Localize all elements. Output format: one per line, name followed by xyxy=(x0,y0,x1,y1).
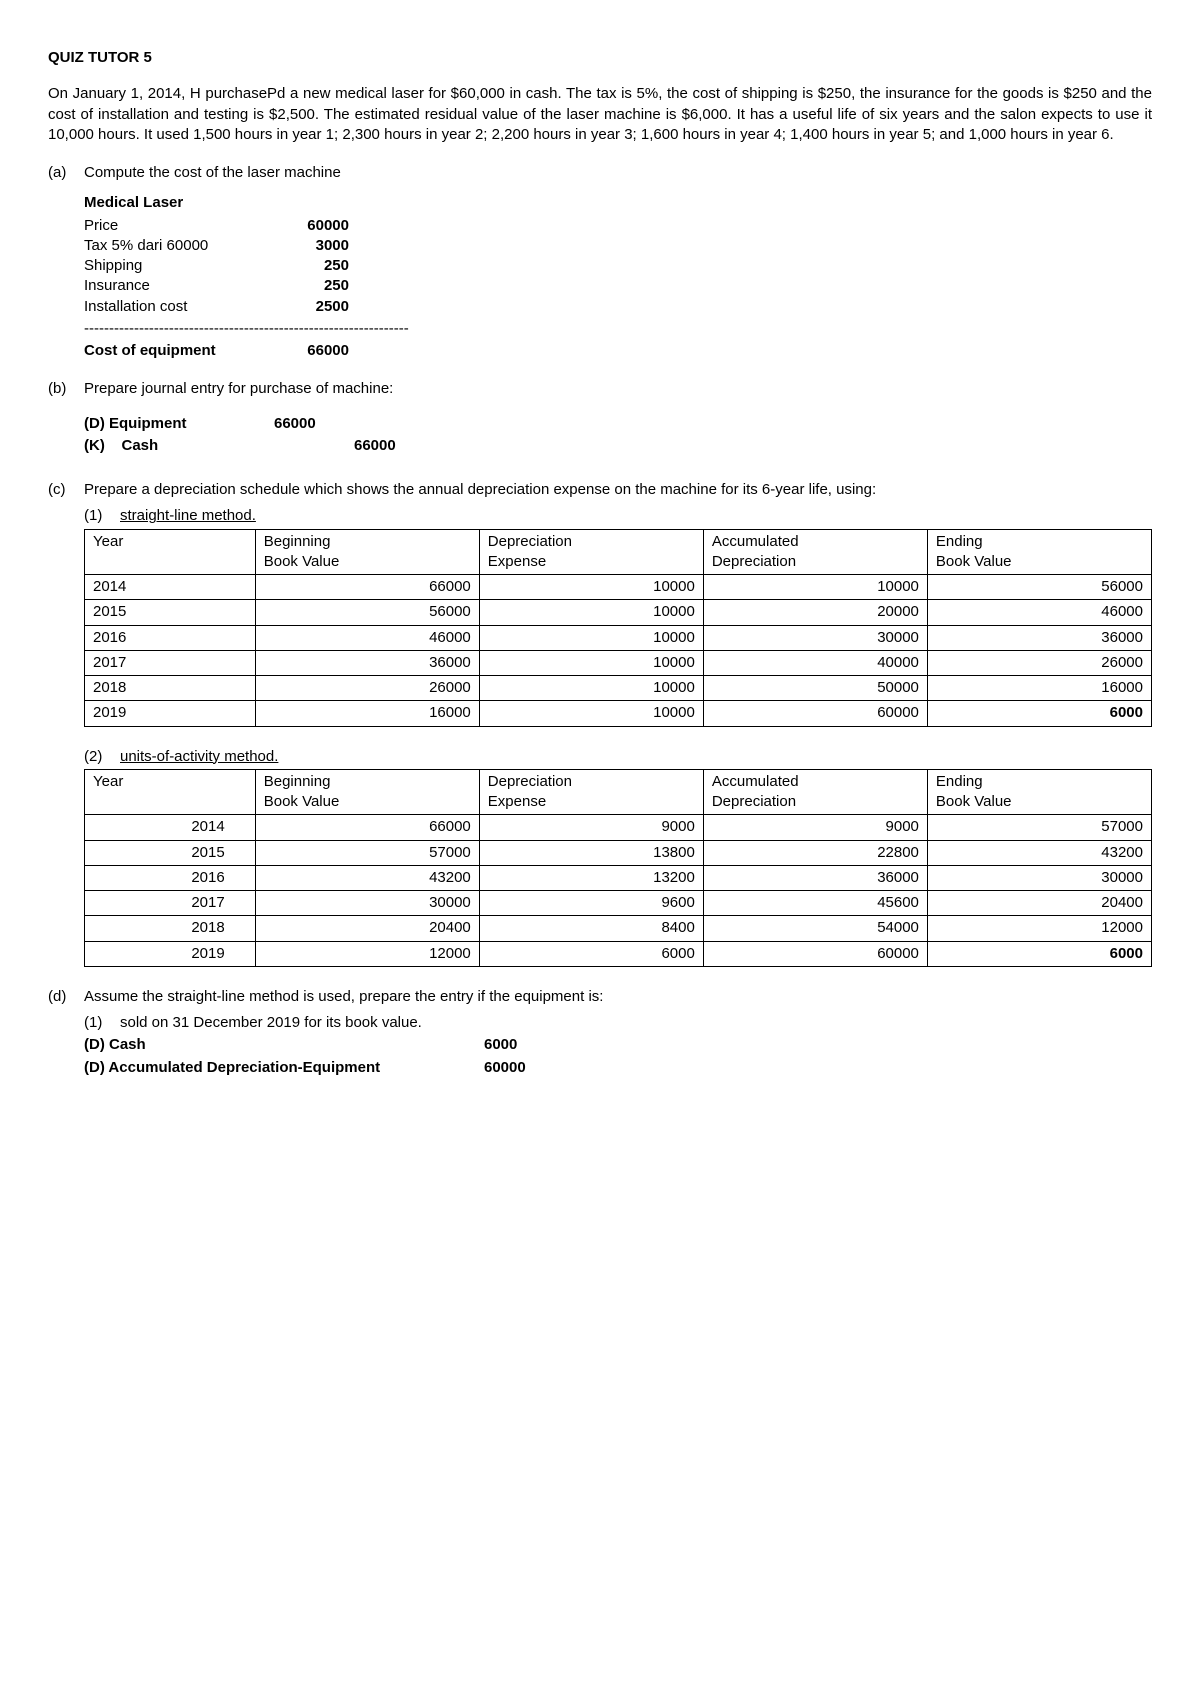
je-credit-amount: 66000 xyxy=(354,436,434,456)
cost-header: Medical Laser xyxy=(84,193,1152,213)
cost-total-label: Cost of equipment xyxy=(84,341,269,361)
journal-entry: (D) Equipment 66000 (K) Cash 66000 xyxy=(84,414,1152,457)
table-row: 201826000100005000016000 xyxy=(85,676,1152,701)
sale-row-value: 6000 xyxy=(484,1035,564,1055)
table-row: 2014660009000900057000 xyxy=(85,815,1152,840)
section-a: (a) Compute the cost of the laser machin… xyxy=(48,163,1152,183)
section-c-text: Prepare a depreciation schedule which sh… xyxy=(84,480,1152,500)
table-row: 201643200132003600030000 xyxy=(85,865,1152,890)
intro-paragraph: On January 1, 2014, H purchasePd a new m… xyxy=(48,84,1152,145)
section-c-label: (c) xyxy=(48,480,84,500)
je-credit-label: (K) Cash xyxy=(84,436,274,456)
je-debit-label: (D) Equipment xyxy=(84,414,274,434)
table-row: 201466000100001000056000 xyxy=(85,575,1152,600)
section-b-text: Prepare journal entry for purchase of ma… xyxy=(84,379,1152,399)
section-b-label: (b) xyxy=(48,379,84,399)
cost-block: Medical Laser Price60000 Tax 5% dari 600… xyxy=(84,193,1152,361)
cost-row-value: 60000 xyxy=(269,216,349,236)
cost-row-label: Installation cost xyxy=(84,297,269,317)
method1-num: (1) xyxy=(84,506,120,526)
method2-title: units-of-activity method. xyxy=(120,747,1152,767)
sale-row-label: (D) Cash xyxy=(84,1035,484,1055)
table-row: 20182040084005400012000 xyxy=(85,916,1152,941)
method1-title: straight-line method. xyxy=(120,506,1152,526)
section-a-label: (a) xyxy=(48,163,84,183)
depreciation-table-uoa: Year BeginningBook Value DepreciationExp… xyxy=(84,769,1152,967)
cost-row-label: Shipping xyxy=(84,256,269,276)
cost-separator: ----------------------------------------… xyxy=(84,319,1152,339)
sale-row-label: (D) Accumulated Depreciation-Equipment xyxy=(84,1058,484,1078)
table-row: 20173000096004560020400 xyxy=(85,891,1152,916)
section-b: (b) Prepare journal entry for purchase o… xyxy=(48,379,1152,399)
method2-num: (2) xyxy=(84,747,120,767)
cost-row-label: Tax 5% dari 60000 xyxy=(84,236,269,256)
cost-row-value: 250 xyxy=(269,256,349,276)
section-c: (c) Prepare a depreciation schedule whic… xyxy=(48,480,1152,500)
table-row: 201736000100004000026000 xyxy=(85,650,1152,675)
table-header-row: Year BeginningBook Value DepreciationExp… xyxy=(85,529,1152,575)
table-row: 201556000100002000046000 xyxy=(85,600,1152,625)
table-row: 20191600010000600006000 xyxy=(85,701,1152,726)
section-c-body: (1) straight-line method. Year Beginning… xyxy=(84,506,1152,967)
page-title: QUIZ TUTOR 5 xyxy=(48,48,1152,68)
table-row: 201557000138002280043200 xyxy=(85,840,1152,865)
section-a-text: Compute the cost of the laser machine xyxy=(84,163,1152,183)
section-d-label: (d) xyxy=(48,987,84,1007)
section-d-body: (1) sold on 31 December 2019 for its boo… xyxy=(84,1013,1152,1078)
table-row: 2019120006000600006000 xyxy=(85,941,1152,966)
cost-total-value: 66000 xyxy=(269,341,349,361)
sale-row-value: 60000 xyxy=(484,1058,564,1078)
cost-row-label: Insurance xyxy=(84,276,269,296)
section-d: (d) Assume the straight-line method is u… xyxy=(48,987,1152,1007)
je-debit-amount: 66000 xyxy=(274,414,354,434)
section-d-text: Assume the straight-line method is used,… xyxy=(84,987,1152,1007)
cost-row-value: 2500 xyxy=(269,297,349,317)
cost-row-label: Price xyxy=(84,216,269,236)
table-header-row: Year BeginningBook Value DepreciationExp… xyxy=(85,769,1152,815)
d1-text: sold on 31 December 2019 for its book va… xyxy=(120,1013,1152,1033)
d1-num: (1) xyxy=(84,1013,120,1033)
depreciation-table-sl: Year BeginningBook Value DepreciationExp… xyxy=(84,529,1152,727)
cost-row-value: 3000 xyxy=(269,236,349,256)
cost-row-value: 250 xyxy=(269,276,349,296)
table-row: 201646000100003000036000 xyxy=(85,625,1152,650)
